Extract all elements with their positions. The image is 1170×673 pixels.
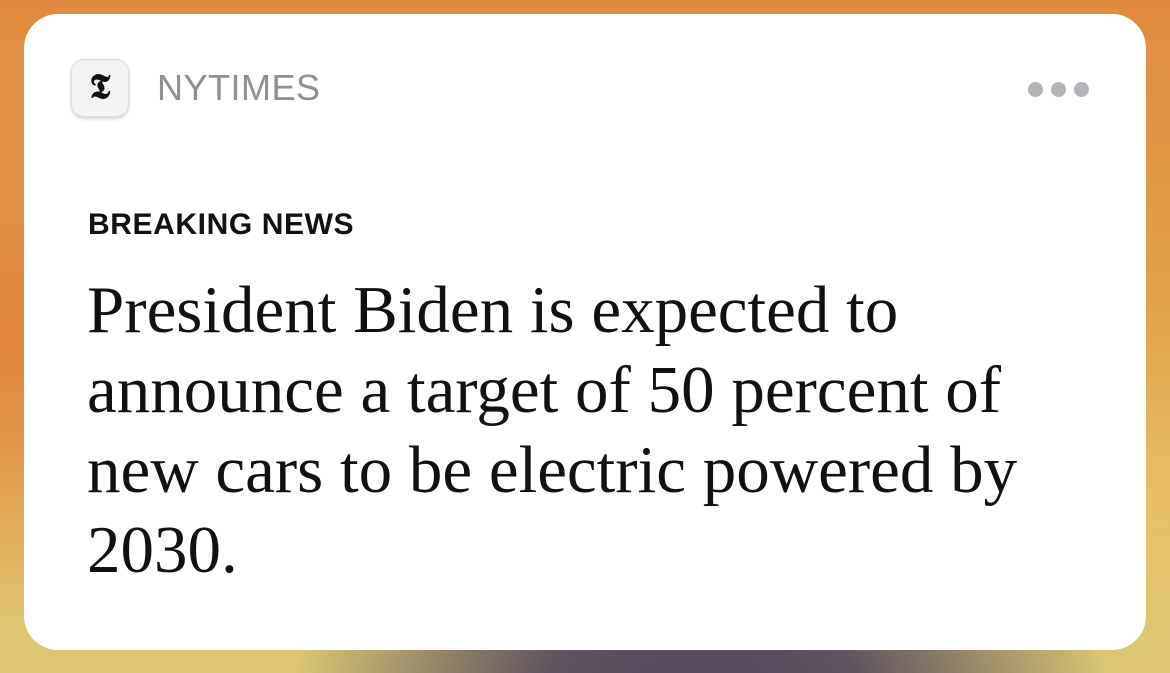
nyt-logo-icon: 𝕿	[71, 59, 129, 117]
ellipsis-icon	[1073, 81, 1089, 97]
app-name: NYTIMES	[157, 67, 321, 108]
notification-card[interactable]: 𝕿 NYTIMES BREAKING NEWS President Biden …	[24, 14, 1146, 650]
notification-category: BREAKING NEWS	[88, 208, 355, 241]
more-options-button[interactable]	[1016, 74, 1100, 104]
ellipsis-icon	[1027, 81, 1043, 97]
notification-headline: President Biden is expected to announce …	[87, 273, 1018, 587]
nyt-logo-glyph: 𝕿	[89, 67, 111, 107]
ellipsis-icon	[1050, 81, 1066, 97]
